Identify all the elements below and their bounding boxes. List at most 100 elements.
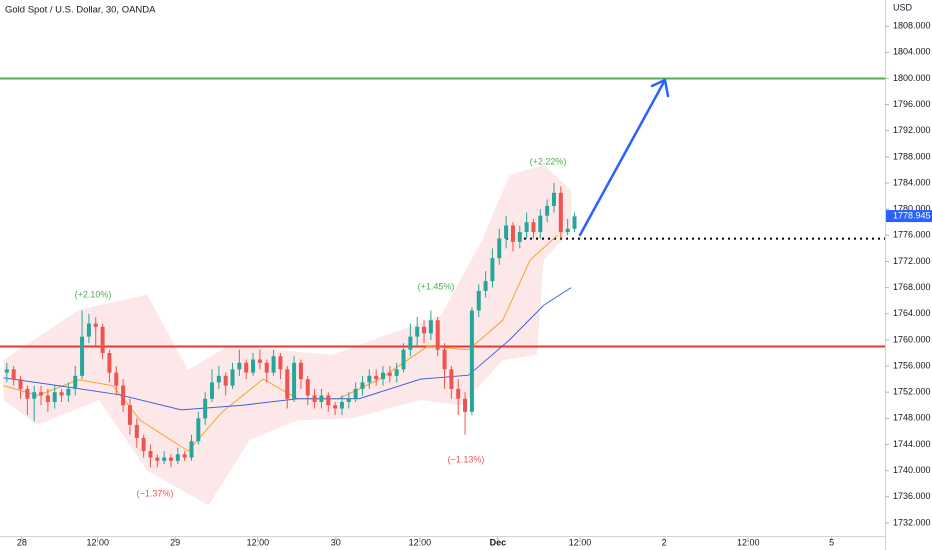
candle-body: [380, 372, 385, 380]
x-tick-label: 12:00: [87, 537, 110, 547]
y-tick-label: 1780.000: [893, 204, 931, 214]
candle-body: [545, 205, 550, 216]
candle-body: [4, 369, 9, 373]
candle-body: [497, 238, 502, 259]
annotation: (+2.10%): [75, 289, 112, 299]
candle-body: [394, 369, 399, 376]
candle-body: [271, 356, 276, 373]
y-tick-label: 1764.000: [893, 308, 931, 318]
candle-body: [18, 379, 23, 389]
candle-body: [11, 369, 16, 380]
candle-body: [360, 382, 365, 389]
candle-body: [216, 375, 221, 383]
candle-body: [305, 379, 310, 396]
candle-body: [210, 382, 215, 399]
y-tick-label: 1744.000: [893, 439, 931, 449]
y-tick-label: 1784.000: [893, 177, 931, 187]
candle-body: [107, 352, 112, 373]
candle-body: [572, 216, 577, 229]
y-tick-label: 1760.000: [893, 334, 931, 344]
candle-body: [230, 369, 235, 386]
candle-body: [449, 369, 454, 389]
candle-body: [517, 232, 522, 242]
candle-body: [93, 323, 98, 327]
y-tick-label: 1768.000: [893, 282, 931, 292]
chart-title: Gold Spot / U.S. Dollar, 30, OANDA: [5, 5, 156, 16]
x-tick-label: 12:00: [737, 537, 760, 547]
candle-body: [463, 398, 468, 412]
candle-body: [257, 359, 262, 363]
candle-body: [86, 323, 91, 337]
candle-body: [141, 437, 146, 452]
x-tick-label: 29: [170, 537, 180, 547]
candle-body: [435, 320, 440, 350]
candle-body: [456, 388, 461, 399]
candle-body: [244, 362, 249, 373]
candle-body: [558, 192, 563, 233]
candle-body: [551, 192, 556, 206]
candle-body: [367, 375, 372, 383]
candle-body: [319, 395, 324, 402]
candle-body: [182, 454, 187, 458]
candle-body: [175, 454, 180, 461]
candle-body: [45, 395, 50, 402]
y-tick-label: 1800.000: [893, 73, 931, 83]
candle-body: [80, 336, 85, 376]
candle-body: [326, 395, 331, 406]
candle-body: [39, 392, 44, 396]
candle-body: [490, 258, 495, 282]
candle-body: [134, 424, 139, 438]
candle-body: [52, 392, 57, 402]
candle-body: [387, 372, 392, 376]
candle-body: [504, 225, 509, 239]
candle-body: [538, 215, 543, 233]
candle-body: [292, 362, 297, 399]
candle-body: [196, 418, 201, 442]
annotation: (+2.22%): [530, 156, 567, 166]
moving-average: [3, 234, 558, 452]
candle-body: [127, 405, 132, 425]
candle-body: [428, 320, 433, 334]
last-price-label: 1778.945: [893, 210, 931, 220]
candle-body: [565, 228, 570, 233]
candle-body: [339, 402, 344, 409]
candle-body: [114, 372, 119, 386]
y-tick-label: 1748.000: [893, 413, 931, 423]
candle-body: [333, 405, 338, 409]
arrow: [578, 78, 670, 237]
candle-body: [223, 375, 228, 386]
candle-body: [264, 362, 269, 373]
candle-body: [422, 326, 427, 334]
candle-body: [148, 451, 153, 458]
candle-body: [25, 388, 30, 399]
annotation: (+1.45%): [418, 281, 455, 291]
x-tick-label: 12:00: [569, 537, 592, 547]
x-tick-label: 5: [829, 537, 834, 547]
candle-body: [237, 362, 242, 370]
annotation: (−1.13%): [448, 454, 485, 464]
y-tick-label: 1732.000: [893, 517, 931, 527]
y-tick-label: 1776.000: [893, 230, 931, 240]
candle-body: [66, 388, 71, 396]
y-tick-label: 1804.000: [893, 47, 931, 57]
candle-body: [415, 326, 420, 337]
x-tick-label: Dec: [490, 537, 507, 547]
last-price-box: [886, 210, 932, 223]
candle-body: [189, 441, 194, 458]
candle-body: [510, 225, 515, 242]
y-tick-label: 1736.000: [893, 491, 931, 501]
y-tick-label: 1752.000: [893, 387, 931, 397]
x-tick-label: 28: [17, 537, 27, 547]
candle-body: [278, 356, 283, 370]
band: [3, 164, 572, 506]
candle-body: [121, 385, 126, 406]
x-tick-label: 12:00: [409, 537, 432, 547]
candle-body: [531, 222, 536, 233]
y-tick-label: 1756.000: [893, 360, 931, 370]
candle-body: [162, 457, 167, 461]
candle-body: [285, 369, 290, 399]
candle-body: [73, 375, 78, 389]
candle-body: [346, 398, 351, 402]
candle-body: [100, 326, 105, 353]
